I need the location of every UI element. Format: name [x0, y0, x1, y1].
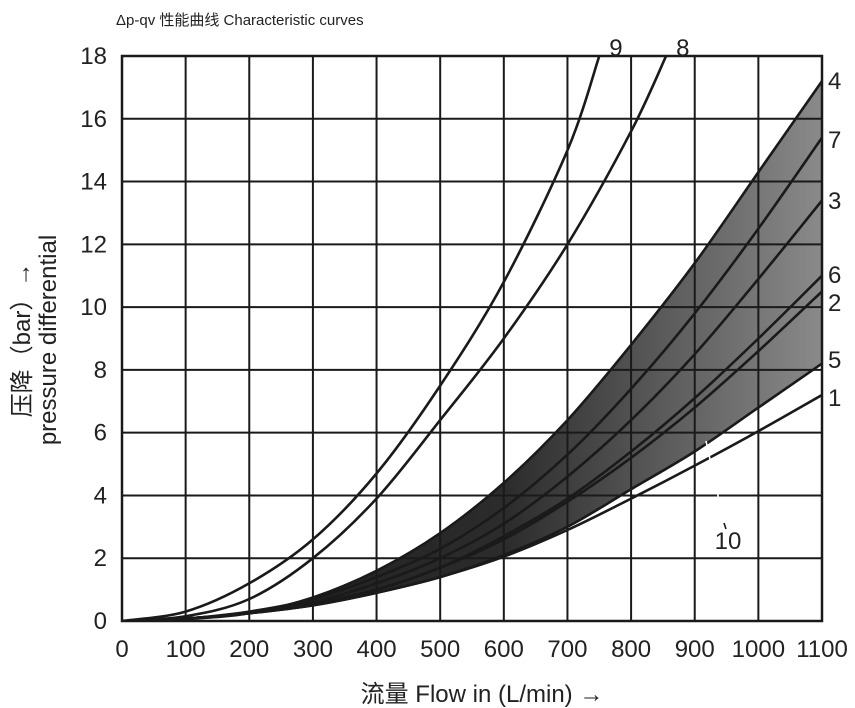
- plot-frame-layer: [120, 54, 824, 623]
- x-tick-label: 300: [293, 636, 333, 663]
- x-tick-label: 500: [420, 636, 460, 663]
- x-tick-label: 0: [115, 636, 128, 663]
- y-axis-label-en-group: pressure differential: [35, 235, 62, 445]
- y-tick-label: 12: [80, 231, 107, 258]
- plot-frame: [120, 54, 824, 623]
- series-label-7: 7: [828, 127, 841, 154]
- band-label: 10: [715, 528, 742, 555]
- band-leader-line: [705, 440, 725, 524]
- series-line-7: [122, 136, 822, 621]
- x-tick-label: 800: [611, 636, 651, 663]
- y-tick-label: 0: [94, 608, 107, 635]
- x-axis-label: 流量 Flow in (L/min) →: [361, 681, 604, 708]
- y-tick-label: 16: [80, 106, 107, 133]
- y-tick-label: 6: [94, 420, 107, 447]
- x-tick-label: 600: [484, 636, 524, 663]
- x-tick-label: 100: [166, 636, 206, 663]
- series-label-6: 6: [828, 262, 841, 289]
- band-leader-line-tail: [723, 522, 727, 530]
- series-label-9: 9: [609, 35, 622, 62]
- y-tick-label: 14: [80, 169, 107, 196]
- x-tick-label: 1000: [732, 636, 785, 663]
- series-line-8: [122, 56, 668, 621]
- y-axis-label-cn: 压降（bar）→: [9, 263, 36, 418]
- x-tick-label: 1100: [796, 636, 848, 663]
- x-tick-label: 200: [229, 636, 269, 663]
- y-tick-label: 8: [94, 357, 107, 384]
- y-tick-label: 18: [80, 43, 107, 70]
- series-line-9: [122, 56, 601, 621]
- y-axis-label-cn-group: 压降（bar）→: [9, 263, 36, 418]
- series-label-1: 1: [828, 385, 841, 412]
- y-tick-label: 10: [80, 294, 107, 321]
- series-label-2: 2: [828, 290, 841, 317]
- y-axis-label-en: pressure differential: [35, 235, 62, 445]
- x-tick-label: 900: [675, 636, 715, 663]
- series-label-3: 3: [828, 188, 841, 215]
- shaded-band-region: [122, 81, 822, 622]
- y-tick-label: 2: [94, 545, 107, 572]
- series-label-4: 4: [828, 68, 841, 95]
- series-label-5: 5: [828, 347, 841, 374]
- series-line-6: [122, 274, 822, 621]
- series-layer: [122, 56, 822, 621]
- chart-title: Δp-qv 性能曲线 Characteristic curves: [116, 12, 364, 29]
- tick-label-layer: 0 100 200 300 400 500 600 700 800 900 1000 1100 0 2 4 6…: [80, 43, 848, 663]
- y-tick-label: 4: [94, 482, 107, 509]
- x-tick-label: 400: [357, 636, 397, 663]
- x-tick-label: 700: [547, 636, 587, 663]
- series-label-8: 8: [676, 35, 689, 62]
- shaded-band-layer: [122, 81, 822, 622]
- series-label-layer: 1 2 3 4 5 6 7 8 9 10: [609, 35, 841, 555]
